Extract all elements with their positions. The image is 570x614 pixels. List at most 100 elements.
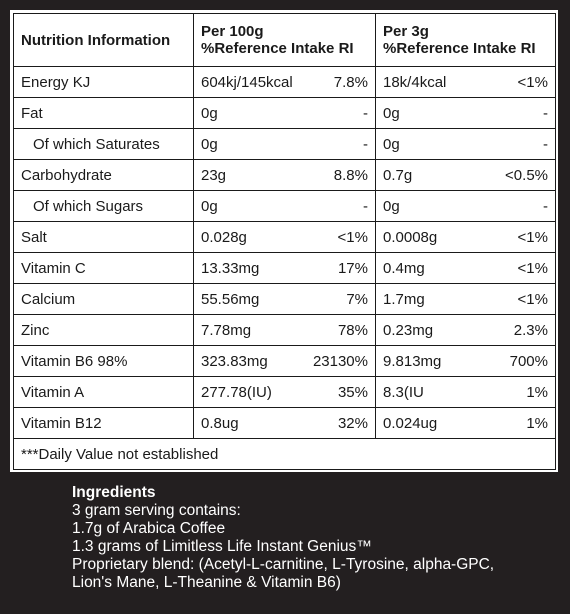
per-100g-value: 604kj/145kcal <box>201 73 293 91</box>
header-per-100g-title: Per 100g <box>201 23 264 40</box>
table-row: Vitamin C 13.33mg 17% 0.4mg <1% <box>13 252 556 284</box>
per-3g-ri: <1% <box>517 259 548 277</box>
per-3g-cell: 18k/4kcal <1% <box>375 66 556 98</box>
header-per-3g-ri: %Reference Intake RI <box>383 40 536 57</box>
nutrient-label-text: Of which Sugars <box>33 197 144 215</box>
per-100g-value: 277.78(IU) <box>201 383 272 401</box>
header-per-100g: Per 100g %Reference Intake RI <box>193 13 376 67</box>
per-100g-ri: - <box>363 197 368 215</box>
per-3g-ri: 2.3% <box>513 321 548 339</box>
per-3g-value: 8.3(IU <box>383 383 424 401</box>
per-100g-value: 55.56mg <box>201 290 260 308</box>
per-3g-value: 0.7g <box>383 166 413 184</box>
per-100g-ri: <1% <box>337 228 368 246</box>
per-3g-cell: 0.23mg 2.3% <box>375 314 556 346</box>
nutrient-label-text: Fat <box>21 104 43 122</box>
per-100g-cell: 0g - <box>193 128 376 160</box>
nutrient-label: Of which Saturates <box>13 128 194 160</box>
table-row: Of which Saturates 0g - 0g - <box>13 128 556 160</box>
per-3g-value: 9.813mg <box>383 352 442 370</box>
nutrient-label: Vitamin B6 98% <box>13 345 194 377</box>
per-100g-ri: 23130% <box>312 352 368 370</box>
ingredients-line: Lion's Mane, L-Theanine & Vitamin B6) <box>72 574 341 591</box>
header-per-3g: Per 3g %Reference Intake RI <box>375 13 556 67</box>
per-100g-value: 7.78mg <box>201 321 252 339</box>
per-100g-value: 0g <box>201 104 218 122</box>
header-per-100g-ri: %Reference Intake RI <box>201 40 354 57</box>
nutrient-label-text: Vitamin A <box>21 383 85 401</box>
per-100g-ri: 7% <box>346 290 368 308</box>
table-row: Vitamin A 277.78(IU) 35% 8.3(IU 1% <box>13 376 556 408</box>
per-3g-cell: 0.7g <0.5% <box>375 159 556 191</box>
nutrient-label: Zinc <box>13 314 194 346</box>
per-100g-ri: - <box>363 135 368 153</box>
nutrient-label-text: Carbohydrate <box>21 166 112 184</box>
nutrient-label: Energy KJ <box>13 66 194 98</box>
per-3g-cell: 0.4mg <1% <box>375 252 556 284</box>
header-nutrition-information: Nutrition Information <box>13 13 194 67</box>
table-row: Calcium 55.56mg 7% 1.7mg <1% <box>13 283 556 315</box>
nutrient-label-text: Salt <box>21 228 47 246</box>
per-100g-cell: 323.83mg 23130% <box>193 345 376 377</box>
per-100g-ri: 17% <box>337 259 368 277</box>
per-3g-value: 0.024ug <box>383 414 438 432</box>
per-3g-cell: 0.024ug 1% <box>375 407 556 439</box>
per-3g-value: 0.4mg <box>383 259 425 277</box>
nutrient-label: Vitamin A <box>13 376 194 408</box>
per-100g-ri: 78% <box>337 321 368 339</box>
footnote: ***Daily Value not established <box>13 438 556 470</box>
per-100g-ri: 8.8% <box>333 166 368 184</box>
table-row: Carbohydrate 23g 8.8% 0.7g <0.5% <box>13 159 556 191</box>
table-row: Vitamin B12 0.8ug 32% 0.024ug 1% <box>13 407 556 439</box>
per-3g-cell: 9.813mg 700% <box>375 345 556 377</box>
table-row: Fat 0g - 0g - <box>13 97 556 129</box>
per-3g-ri: <0.5% <box>505 166 548 184</box>
per-100g-cell: 13.33mg 17% <box>193 252 376 284</box>
per-100g-value: 23g <box>201 166 227 184</box>
per-100g-value: 0.8ug <box>201 414 239 432</box>
per-3g-ri: - <box>543 135 548 153</box>
per-100g-ri: 32% <box>337 414 368 432</box>
per-3g-ri: - <box>543 197 548 215</box>
ingredients-section: Ingredients 3 gram serving contains: 1.7… <box>72 484 562 592</box>
ingredients-line: Proprietary blend: (Acetyl-L-carnitine, … <box>72 556 495 573</box>
nutrient-label: Calcium <box>13 283 194 315</box>
nutrient-label: Carbohydrate <box>13 159 194 191</box>
per-100g-cell: 23g 8.8% <box>193 159 376 191</box>
per-3g-value: 0g <box>383 197 400 215</box>
per-3g-ri: <1% <box>517 290 548 308</box>
per-100g-value: 0g <box>201 135 218 153</box>
per-100g-ri: 7.8% <box>333 73 368 91</box>
nutrient-label: Vitamin B12 <box>13 407 194 439</box>
table-row: Energy KJ 604kj/145kcal 7.8% 18k/4kcal <1% <box>13 66 556 98</box>
ingredients-line: 1.7g of Arabica Coffee <box>72 520 226 537</box>
per-3g-value: 0g <box>383 104 400 122</box>
per-3g-cell: 1.7mg <1% <box>375 283 556 315</box>
per-100g-cell: 0g - <box>193 97 376 129</box>
nutrient-label-text: Calcium <box>21 290 76 308</box>
ingredients-title: Ingredients <box>72 484 156 501</box>
table-row: Of which Sugars 0g - 0g - <box>13 190 556 222</box>
table-row: Zinc 7.78mg 78% 0.23mg 2.3% <box>13 314 556 346</box>
per-3g-value: 0.0008g <box>383 228 438 246</box>
nutrient-label: Fat <box>13 97 194 129</box>
per-3g-value: 18k/4kcal <box>383 73 447 91</box>
per-3g-ri: <1% <box>517 228 548 246</box>
per-100g-value: 323.83mg <box>201 352 268 370</box>
per-100g-value: 0g <box>201 197 218 215</box>
table-row: Salt 0.028g <1% 0.0008g <1% <box>13 221 556 253</box>
per-100g-cell: 0.028g <1% <box>193 221 376 253</box>
per-3g-cell: 8.3(IU 1% <box>375 376 556 408</box>
per-100g-value: 0.028g <box>201 228 247 246</box>
per-3g-value: 0.23mg <box>383 321 434 339</box>
per-100g-value: 13.33mg <box>201 259 260 277</box>
nutrient-label-text: Vitamin C <box>21 259 86 277</box>
per-100g-cell: 604kj/145kcal 7.8% <box>193 66 376 98</box>
table-header-row: Nutrition Information Per 100g %Referenc… <box>13 13 556 67</box>
per-3g-value: 0g <box>383 135 400 153</box>
per-100g-cell: 0.8ug 32% <box>193 407 376 439</box>
nutrient-label-text: Vitamin B6 98% <box>21 352 128 370</box>
per-3g-ri: 1% <box>526 414 548 432</box>
nutrition-panel: Nutrition Information Per 100g %Referenc… <box>10 10 558 472</box>
per-100g-ri: - <box>363 104 368 122</box>
